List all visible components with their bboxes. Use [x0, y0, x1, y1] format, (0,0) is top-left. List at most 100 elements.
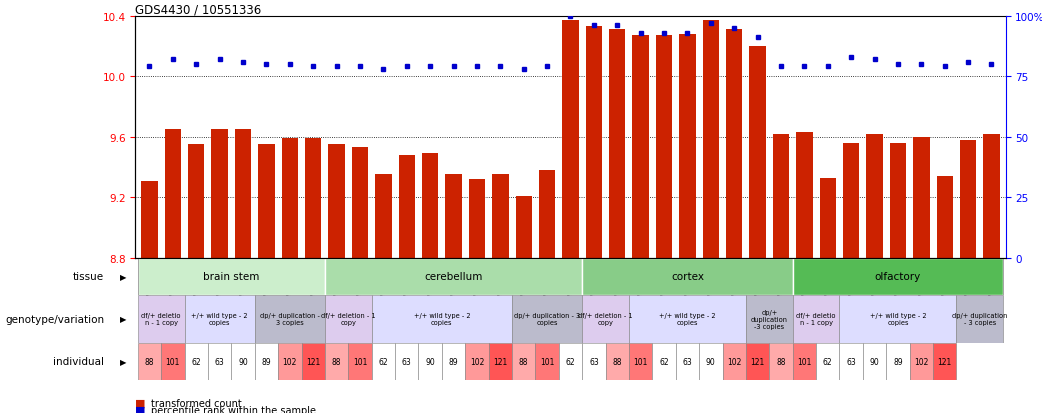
- Bar: [328, 145, 345, 258]
- Bar: [820, 178, 836, 258]
- Text: df/+ deletio
n - 1 copy: df/+ deletio n - 1 copy: [796, 313, 836, 325]
- Bar: [652, 343, 676, 380]
- Bar: [629, 295, 746, 343]
- Bar: [863, 343, 887, 380]
- Text: olfactory: olfactory: [875, 272, 921, 282]
- Text: 89: 89: [262, 357, 271, 366]
- Text: 62: 62: [823, 357, 833, 366]
- Bar: [162, 343, 184, 380]
- Bar: [184, 343, 208, 380]
- Bar: [465, 343, 489, 380]
- Text: dp/+ duplication -
3 copies: dp/+ duplication - 3 copies: [259, 313, 320, 325]
- Text: 102: 102: [282, 357, 297, 366]
- Bar: [984, 134, 999, 258]
- Text: df/+ deletio
n - 1 copy: df/+ deletio n - 1 copy: [142, 313, 181, 325]
- Bar: [516, 196, 531, 258]
- Bar: [536, 343, 559, 380]
- Bar: [372, 295, 512, 343]
- Bar: [372, 343, 395, 380]
- Text: cerebellum: cerebellum: [424, 272, 482, 282]
- Bar: [793, 343, 816, 380]
- Text: 102: 102: [727, 357, 742, 366]
- Text: brain stem: brain stem: [203, 272, 259, 282]
- Bar: [840, 295, 957, 343]
- Text: +/+ wild type - 2
copies: +/+ wild type - 2 copies: [660, 313, 716, 325]
- Bar: [189, 145, 204, 258]
- Text: 101: 101: [797, 357, 812, 366]
- Bar: [492, 175, 508, 258]
- Bar: [632, 36, 649, 258]
- Bar: [843, 143, 860, 258]
- Bar: [301, 343, 325, 380]
- Text: tissue: tissue: [73, 272, 104, 282]
- Text: 62: 62: [566, 357, 575, 366]
- Bar: [165, 130, 181, 258]
- Text: 101: 101: [166, 357, 180, 366]
- Bar: [726, 30, 742, 258]
- Text: 88: 88: [776, 357, 786, 366]
- Bar: [676, 343, 699, 380]
- Bar: [605, 343, 629, 380]
- Bar: [539, 171, 555, 258]
- Bar: [469, 180, 486, 258]
- Text: ■: ■: [135, 398, 146, 408]
- Bar: [722, 343, 746, 380]
- Bar: [281, 139, 298, 258]
- Bar: [325, 295, 372, 343]
- Bar: [348, 343, 372, 380]
- Bar: [702, 21, 719, 258]
- Bar: [773, 134, 789, 258]
- Text: percentile rank within the sample: percentile rank within the sample: [151, 405, 316, 413]
- Bar: [375, 175, 392, 258]
- Text: 102: 102: [470, 357, 485, 366]
- Bar: [793, 258, 1003, 295]
- Bar: [910, 343, 933, 380]
- Text: 89: 89: [893, 357, 902, 366]
- Text: 89: 89: [449, 357, 458, 366]
- Text: 63: 63: [846, 357, 857, 366]
- Text: cortex: cortex: [671, 272, 704, 282]
- Text: genotype/variation: genotype/variation: [5, 314, 104, 324]
- Bar: [957, 295, 1003, 343]
- Bar: [933, 343, 957, 380]
- Bar: [629, 343, 652, 380]
- Bar: [305, 139, 321, 258]
- Bar: [231, 343, 254, 380]
- Bar: [278, 343, 301, 380]
- Text: 90: 90: [870, 357, 879, 366]
- Bar: [563, 21, 578, 258]
- Bar: [769, 343, 793, 380]
- Text: individual: individual: [53, 356, 104, 366]
- Bar: [610, 30, 625, 258]
- Bar: [866, 134, 883, 258]
- Bar: [395, 343, 419, 380]
- Bar: [489, 343, 512, 380]
- Bar: [793, 295, 840, 343]
- Text: 90: 90: [239, 357, 248, 366]
- Text: 101: 101: [540, 357, 554, 366]
- Text: 121: 121: [750, 357, 765, 366]
- Bar: [890, 143, 907, 258]
- Text: ▶: ▶: [120, 272, 126, 281]
- Text: +/+ wild type - 2
copies: +/+ wild type - 2 copies: [870, 313, 926, 325]
- Bar: [937, 177, 952, 258]
- Bar: [746, 343, 769, 380]
- Bar: [325, 343, 348, 380]
- Bar: [138, 295, 184, 343]
- Bar: [352, 148, 368, 258]
- Bar: [840, 343, 863, 380]
- Bar: [208, 343, 231, 380]
- Bar: [582, 343, 605, 380]
- Bar: [655, 36, 672, 258]
- Bar: [399, 155, 415, 258]
- Text: ■: ■: [135, 405, 146, 413]
- Bar: [254, 343, 278, 380]
- Bar: [142, 181, 157, 258]
- Text: 90: 90: [425, 357, 436, 366]
- Text: 63: 63: [589, 357, 599, 366]
- Text: 88: 88: [331, 357, 342, 366]
- Text: 101: 101: [353, 357, 367, 366]
- Text: transformed count: transformed count: [151, 398, 242, 408]
- Text: +/+ wild type - 2
copies: +/+ wild type - 2 copies: [192, 313, 248, 325]
- Text: 121: 121: [938, 357, 951, 366]
